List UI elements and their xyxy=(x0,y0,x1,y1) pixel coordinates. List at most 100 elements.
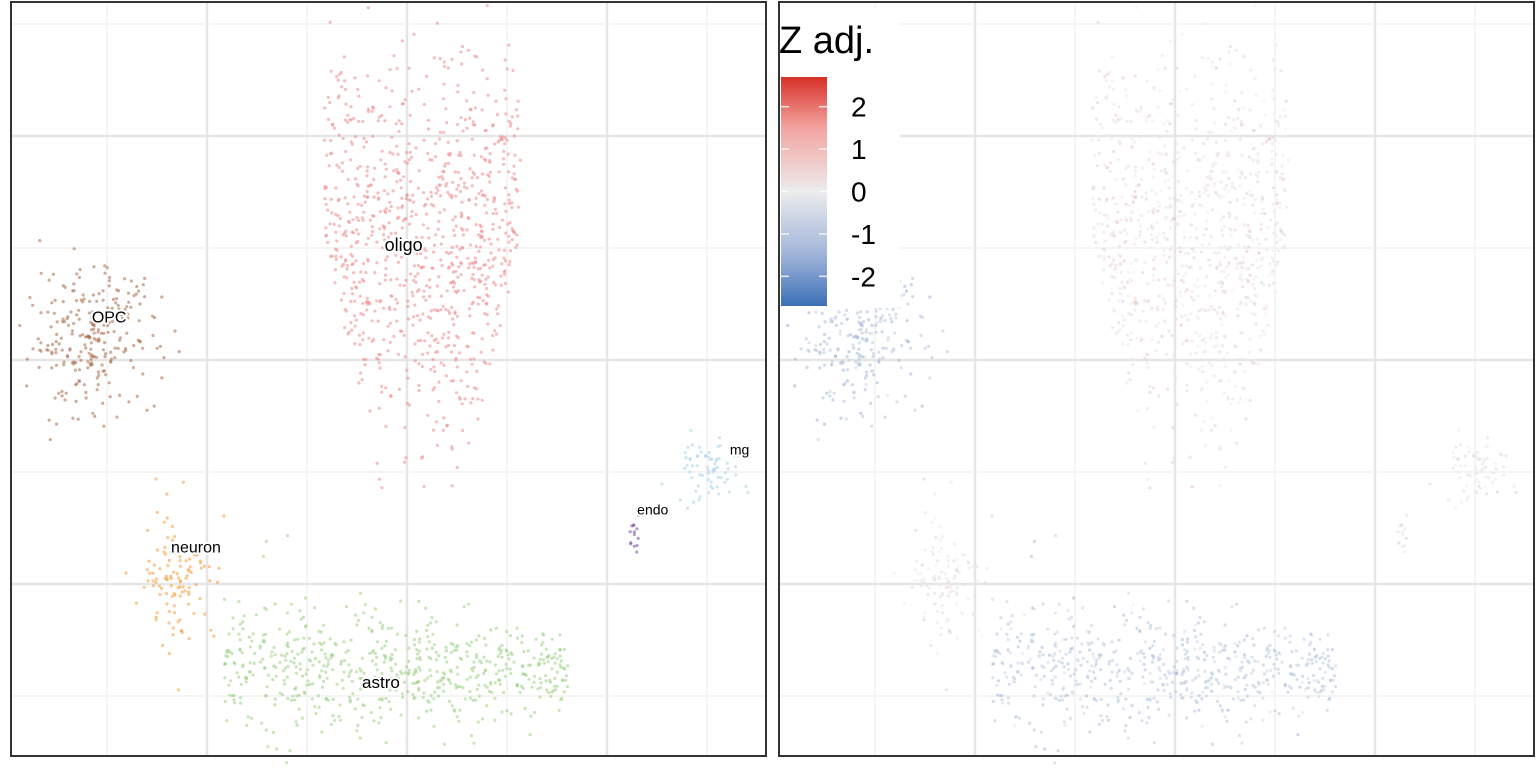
point-oligo xyxy=(397,129,401,133)
point-oligo xyxy=(408,179,413,184)
point-oligo-zscore xyxy=(1196,344,1200,348)
point-oligo-zscore xyxy=(1141,309,1145,313)
point-astro xyxy=(302,636,306,640)
point-oligo xyxy=(456,183,460,188)
point-neuron-zscore xyxy=(946,594,950,598)
point-astro-zscore xyxy=(1289,664,1293,668)
point-OPC xyxy=(96,383,100,387)
point-astro-zscore xyxy=(1054,534,1058,538)
point-astro-zscore xyxy=(1206,679,1210,683)
point-oligo xyxy=(488,152,492,156)
point-oligo xyxy=(496,304,501,308)
point-astro xyxy=(417,716,421,720)
point-astro-zscore xyxy=(1277,671,1281,676)
point-oligo xyxy=(426,413,430,417)
point-oligo xyxy=(359,270,363,274)
point-OPC-zscore xyxy=(865,310,869,314)
point-mg-zscore xyxy=(1494,467,1498,471)
point-neuron xyxy=(146,579,150,583)
point-oligo xyxy=(349,299,353,304)
point-oligo-zscore xyxy=(1152,267,1156,271)
point-astro-zscore xyxy=(1194,635,1198,639)
point-oligo xyxy=(376,319,380,323)
point-astro-zscore xyxy=(1222,686,1226,690)
point-oligo-zscore xyxy=(1233,186,1237,190)
point-astro xyxy=(284,658,288,662)
point-oligo xyxy=(460,402,464,406)
point-oligo-zscore xyxy=(1223,314,1227,318)
point-astro-zscore xyxy=(1041,653,1045,657)
point-oligo xyxy=(506,290,510,294)
point-oligo-zscore xyxy=(1286,158,1291,162)
point-astro-zscore xyxy=(1066,667,1070,671)
point-oligo xyxy=(441,235,445,239)
point-oligo xyxy=(500,262,504,266)
point-OPC-zscore xyxy=(897,358,901,363)
point-oligo xyxy=(387,235,391,239)
point-oligo xyxy=(508,221,512,225)
point-oligo-zscore xyxy=(1152,386,1156,390)
point-oligo-zscore xyxy=(1229,129,1233,133)
point-oligo xyxy=(434,191,438,195)
point-astro-zscore xyxy=(1007,682,1012,687)
point-oligo-zscore xyxy=(1198,266,1202,270)
point-astro xyxy=(474,676,478,680)
point-oligo xyxy=(363,363,367,367)
point-astro xyxy=(238,638,242,642)
point-oligo xyxy=(400,247,404,251)
point-astro xyxy=(225,719,229,723)
point-oligo xyxy=(397,215,401,219)
point-astro-zscore xyxy=(1256,660,1260,664)
point-astro xyxy=(371,649,376,653)
point-astro xyxy=(548,680,553,684)
point-OPC-zscore xyxy=(894,316,898,320)
point-mg-zscore xyxy=(1485,492,1489,496)
point-oligo-zscore xyxy=(1203,186,1207,190)
point-oligo xyxy=(471,120,475,124)
point-oligo-zscore xyxy=(1169,219,1173,223)
point-astro-zscore xyxy=(1314,660,1318,664)
point-oligo-zscore xyxy=(1164,206,1168,210)
point-oligo xyxy=(366,236,370,240)
point-oligo-zscore xyxy=(1190,138,1194,142)
point-OPC xyxy=(53,396,57,400)
point-astro xyxy=(441,671,445,675)
point-mg xyxy=(683,451,687,455)
point-oligo xyxy=(486,275,490,279)
point-oligo-zscore xyxy=(1217,250,1221,255)
point-oligo-zscore xyxy=(1275,119,1279,123)
point-neuron-zscore xyxy=(926,567,930,571)
point-oligo-zscore xyxy=(1165,171,1169,175)
point-neuron-zscore xyxy=(938,538,943,542)
point-oligo-zscore xyxy=(1199,388,1203,392)
point-astro-zscore xyxy=(1088,685,1093,689)
point-oligo-zscore xyxy=(1219,317,1223,321)
point-astro xyxy=(426,635,430,639)
point-oligo-zscore xyxy=(1096,20,1100,24)
point-oligo xyxy=(395,66,399,71)
point-OPC xyxy=(137,319,141,323)
point-mg xyxy=(736,454,740,458)
point-astro xyxy=(302,646,306,650)
point-oligo xyxy=(380,113,384,118)
point-oligo-zscore xyxy=(1225,265,1229,269)
point-OPC xyxy=(177,350,181,354)
point-astro-zscore xyxy=(1097,722,1101,727)
point-oligo-zscore xyxy=(1246,223,1250,227)
point-astro xyxy=(544,679,548,683)
point-astro-zscore xyxy=(1273,630,1277,634)
point-oligo-zscore xyxy=(1112,229,1116,233)
point-neuron xyxy=(151,584,155,588)
point-astro xyxy=(496,678,501,682)
point-OPC-zscore xyxy=(852,335,856,339)
point-oligo xyxy=(392,169,396,173)
point-oligo xyxy=(411,193,415,197)
point-oligo xyxy=(447,330,451,334)
point-astro-zscore xyxy=(1317,694,1321,698)
point-astro-zscore xyxy=(1300,680,1304,685)
point-oligo-zscore xyxy=(1270,162,1274,166)
point-OPC xyxy=(92,355,96,359)
point-oligo xyxy=(465,99,469,103)
point-astro-zscore xyxy=(1096,637,1100,641)
point-astro-zscore xyxy=(1251,683,1255,688)
